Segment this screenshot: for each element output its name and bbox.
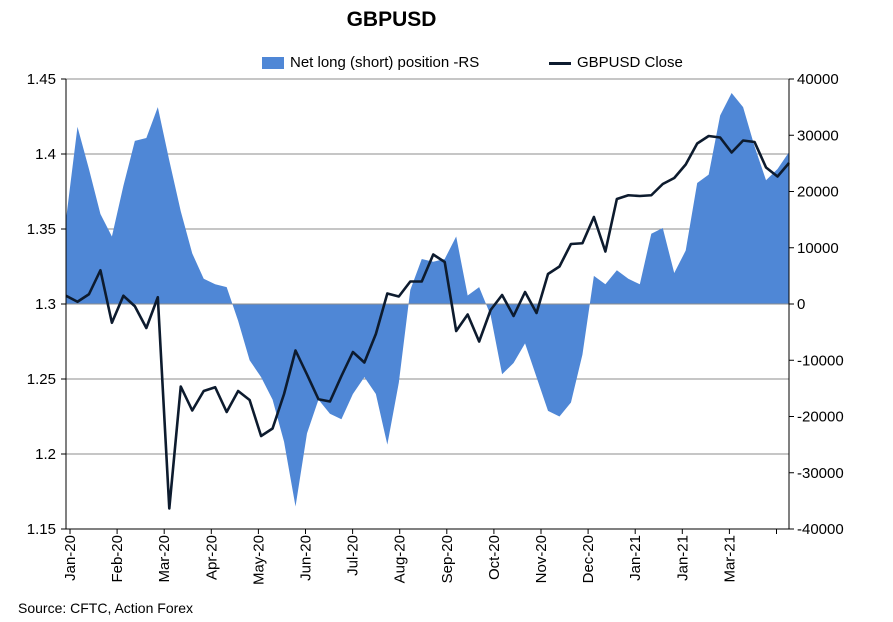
y-left-tick-label: 1.15	[27, 521, 56, 538]
x-tick-label: Apr-20	[203, 535, 220, 580]
source-note: Source: CFTC, Action Forex	[18, 600, 194, 616]
y-right-tick-label: -20000	[797, 409, 844, 426]
legend-swatch-area	[262, 57, 284, 70]
x-tick-label: Jan-21	[627, 535, 644, 581]
x-tick-label: Jul-20	[345, 535, 362, 576]
x-tick-label: Oct-20	[486, 535, 503, 580]
x-tick-label: Jan-21	[674, 535, 691, 581]
y-right-tick-label: 20000	[797, 184, 839, 201]
gbpusd-close-line	[65, 134, 790, 510]
net-position-area	[66, 93, 789, 507]
y-left-tick-label: 1.4	[35, 146, 56, 163]
x-tick-label: Dec-20	[580, 535, 597, 583]
y-right-tick-label: 40000	[797, 71, 839, 88]
y-right-tick-label: 10000	[797, 240, 839, 257]
y-right-tick-label: 0	[797, 296, 805, 313]
legend-label-position: Net long (short) position -RS	[290, 54, 480, 71]
y-right-tick-label: 30000	[797, 127, 839, 144]
chart-title: GBPUSD	[346, 8, 437, 31]
legend-item-close: GBPUSD Close	[549, 54, 683, 71]
y-right-tick-label: -10000	[797, 352, 844, 369]
y-left-tick-label: 1.2	[35, 446, 56, 463]
y-right-tick-label: -30000	[797, 465, 844, 482]
x-tick-label: Feb-20	[109, 535, 126, 583]
y-left-tick-label: 1.45	[27, 71, 56, 88]
x-tick-label: Sep-20	[439, 535, 456, 583]
x-tick-label: Aug-20	[392, 535, 409, 583]
x-tick-label: Nov-20	[533, 535, 550, 583]
legend-label-close: GBPUSD Close	[577, 54, 683, 71]
x-tick-label: Jun-20	[298, 535, 315, 581]
x-tick-label: Mar-20	[156, 535, 173, 583]
legend-item-position: Net long (short) position -RS	[262, 54, 479, 71]
y-left-tick-label: 1.25	[27, 371, 56, 388]
y-right-tick-label: -40000	[797, 521, 844, 538]
x-tick-label: Jan-20	[62, 535, 79, 581]
y-left-tick-label: 1.35	[27, 221, 56, 238]
y-left-tick-label: 1.3	[35, 296, 56, 313]
legend-swatch-line	[549, 61, 571, 65]
x-tick-label: May-20	[250, 535, 267, 585]
x-tick-label: Mar-21	[721, 535, 738, 583]
